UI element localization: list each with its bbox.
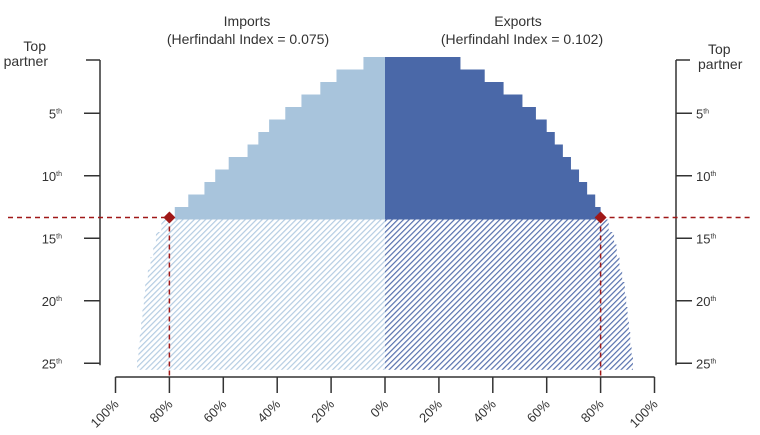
- imports-subtitle: (Herfindahl Index = 0.075): [167, 31, 329, 47]
- exports-bar: [385, 207, 601, 220]
- imports-bar: [161, 219, 385, 233]
- imports-bar: [320, 82, 385, 95]
- imports-bar: [363, 57, 385, 70]
- exports-bar: [385, 194, 596, 208]
- imports-bar: [142, 307, 385, 320]
- imports-bar: [155, 232, 385, 245]
- exports-bar: [385, 332, 631, 345]
- x-tick-label: 100%: [627, 396, 661, 430]
- y-tick-label-right: 15th: [696, 231, 716, 246]
- imports-title: Imports: [224, 13, 271, 29]
- y-tick-label-left: 25th: [42, 356, 62, 371]
- exports-bar: [385, 307, 628, 320]
- y-tick-label-right: 10th: [696, 169, 716, 184]
- x-tick-label: 60%: [200, 396, 229, 425]
- imports-bar: [204, 182, 385, 195]
- y-axis-label-right: partner: [698, 56, 743, 72]
- imports-bar: [143, 294, 385, 308]
- y-axis-label-left: partner: [4, 53, 49, 69]
- exports-bar: [385, 119, 547, 133]
- imports-bar: [228, 157, 385, 170]
- exports-subtitle: (Herfindahl Index = 0.102): [441, 31, 603, 47]
- imports-bar: [153, 244, 385, 258]
- exports-bar: [385, 282, 625, 295]
- highlight-marker: [163, 211, 176, 224]
- imports-bar: [141, 319, 385, 333]
- x-tick-label: 60%: [524, 396, 553, 425]
- exports-bar: [385, 219, 609, 233]
- y-axis-label-left: Top: [23, 38, 46, 54]
- exports-bar: [385, 132, 555, 145]
- exports-bar: [385, 232, 615, 245]
- imports-bar: [138, 344, 385, 358]
- y-axis-label-right: Top: [708, 41, 731, 57]
- imports-bar: [145, 282, 385, 295]
- axes-layer: [84, 59, 692, 393]
- y-tick-label-left: 15th: [42, 231, 62, 246]
- exports-bar: [385, 169, 580, 183]
- imports-bar: [174, 207, 385, 220]
- highlight-layer: [8, 211, 752, 377]
- exports-title: Exports: [494, 13, 541, 29]
- imports-bar: [247, 144, 385, 158]
- y-tick-label-left: 20th: [42, 294, 62, 309]
- imports-bar: [147, 269, 385, 283]
- exports-bar: [385, 94, 523, 108]
- imports-bar: [188, 194, 385, 208]
- exports-bar: [385, 157, 571, 170]
- area-layer: [137, 57, 633, 370]
- x-tick-label: 40%: [254, 396, 283, 425]
- imports-bar: [215, 169, 385, 183]
- exports-bar: [385, 57, 461, 70]
- x-tick-label: 0%: [367, 396, 391, 420]
- y-tick-label-right: 25th: [696, 356, 716, 371]
- imports-bar: [150, 257, 385, 270]
- x-tick-label: 80%: [578, 396, 607, 425]
- exports-bar: [385, 294, 627, 308]
- x-tick-label: 40%: [470, 396, 499, 425]
- exports-bar: [385, 319, 629, 333]
- exports-bar: [385, 344, 632, 358]
- exports-bar: [385, 107, 536, 120]
- exports-bar: [385, 257, 620, 270]
- y-tick-label-left: 5th: [49, 106, 62, 121]
- imports-bar: [269, 119, 385, 133]
- exports-bar: [385, 269, 623, 283]
- exports-bar: [385, 144, 563, 158]
- x-tick-label: 20%: [308, 396, 337, 425]
- imports-bar: [336, 69, 385, 83]
- x-tick-label: 100%: [88, 396, 122, 430]
- x-tick-label: 20%: [416, 396, 445, 425]
- y-tick-label-right: 20th: [696, 294, 716, 309]
- exports-bar: [385, 182, 588, 195]
- imports-bar: [301, 94, 385, 108]
- exports-bar: [385, 82, 504, 95]
- exports-bar: [385, 357, 633, 370]
- x-tick-label: 80%: [147, 396, 176, 425]
- y-tick-label-left: 10th: [42, 169, 62, 184]
- imports-bar: [258, 132, 385, 145]
- highlight-marker: [594, 211, 607, 224]
- exports-bar: [385, 69, 485, 83]
- exports-bar: [385, 244, 617, 258]
- imports-bar: [137, 357, 385, 370]
- imports-bar: [139, 332, 385, 345]
- y-tick-label-right: 5th: [696, 106, 709, 121]
- imports-bar: [285, 107, 385, 120]
